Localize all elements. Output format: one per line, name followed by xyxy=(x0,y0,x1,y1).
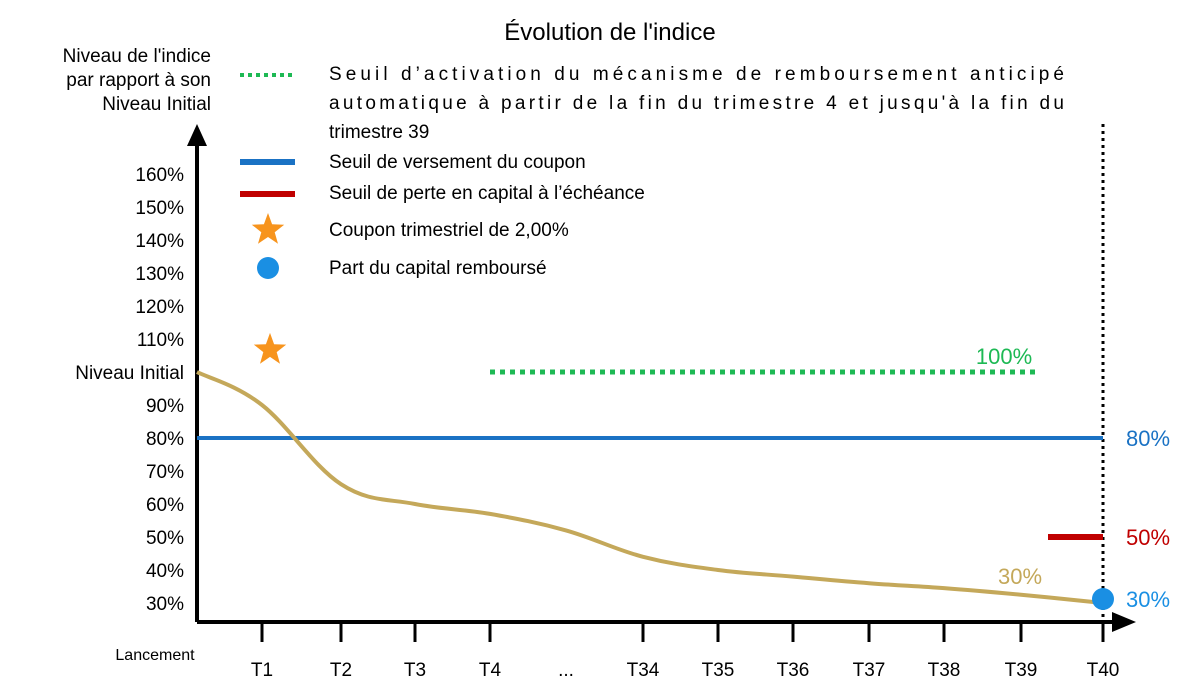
x-axis-arrow xyxy=(1112,612,1136,632)
axes: 160% 150% 140% 130% 120% 110% Niveau Initial 90… xyxy=(75,124,1136,681)
legend-label: Part du capital remboursé xyxy=(329,258,547,279)
x-tick-label: T36 xyxy=(777,660,810,681)
y-tick-label: 90% xyxy=(146,396,184,417)
y-tick-label: 130% xyxy=(135,264,184,285)
y-tick-label: 140% xyxy=(135,231,184,252)
legend: Seuil d’activation du mécanisme de rembo… xyxy=(240,64,1064,279)
legend-circle-icon xyxy=(257,257,279,279)
y-tick-label: 60% xyxy=(146,495,184,516)
index-series-line xyxy=(196,370,1104,605)
x-tick-label: T37 xyxy=(853,660,886,681)
y-tick-label: 50% xyxy=(146,528,184,549)
capital-repaid-label: 30% xyxy=(1126,587,1170,612)
y-tick-label: 40% xyxy=(146,561,184,582)
x-tick-label: T4 xyxy=(479,660,502,681)
x-tick-label: T40 xyxy=(1087,660,1120,681)
y-tick-label: Niveau Initial xyxy=(75,363,184,384)
legend-label: Seuil de perte en capital à l’échéance xyxy=(329,183,645,204)
y-axis-label: Niveau de l'indice par rapport à son Nivea… xyxy=(63,46,211,115)
x-tick-label: T1 xyxy=(251,660,273,681)
series-end-annotation: 30% xyxy=(998,564,1042,589)
x-tick-label: T39 xyxy=(1005,660,1038,681)
legend-label: Seuil d’activation du mécanisme de rembo… xyxy=(329,64,1064,85)
legend-label: Seuil de versement du coupon xyxy=(329,152,586,173)
y-tick-label: 70% xyxy=(146,462,184,483)
x-tick-label: T3 xyxy=(404,660,426,681)
capital-repaid-marker xyxy=(1092,588,1114,610)
x-tick-label: Lancement xyxy=(115,647,195,664)
y-axis-label-line: Niveau de l'indice xyxy=(63,46,211,67)
autocall-threshold-label: 100% xyxy=(976,344,1032,369)
y-tick-label: 150% xyxy=(135,198,184,219)
y-tick-label: 160% xyxy=(135,165,184,186)
capital-loss-threshold-label: 50% xyxy=(1126,525,1170,550)
y-tick-label: 110% xyxy=(137,330,184,351)
legend-star-icon xyxy=(251,213,285,244)
y-axis-label-line: par rapport à son xyxy=(66,70,211,91)
legend-label: automatique à partir de la fin du trimes… xyxy=(329,93,1064,114)
plot-area: 100% 80% 50% 30% 30% xyxy=(196,124,1170,640)
coupon-star-marker xyxy=(253,332,287,364)
coupon-threshold-label: 80% xyxy=(1126,426,1170,451)
y-tick-label: 120% xyxy=(135,297,184,318)
x-tick-label: ... xyxy=(558,660,574,681)
legend-label: trimestre 39 xyxy=(329,122,429,143)
x-tick-label: T34 xyxy=(627,660,660,681)
y-axis-arrow xyxy=(187,124,207,146)
y-tick-label: 80% xyxy=(146,429,184,450)
chart-title: Évolution de l'indice xyxy=(504,19,715,46)
x-tick-label: T35 xyxy=(702,660,735,681)
x-tick-label: T2 xyxy=(330,660,352,681)
x-tick-label: T38 xyxy=(928,660,961,681)
y-tick-label: 30% xyxy=(146,594,184,615)
y-axis-label-line: Niveau Initial xyxy=(102,94,211,115)
legend-label: Coupon trimestriel de 2,00% xyxy=(329,220,569,241)
